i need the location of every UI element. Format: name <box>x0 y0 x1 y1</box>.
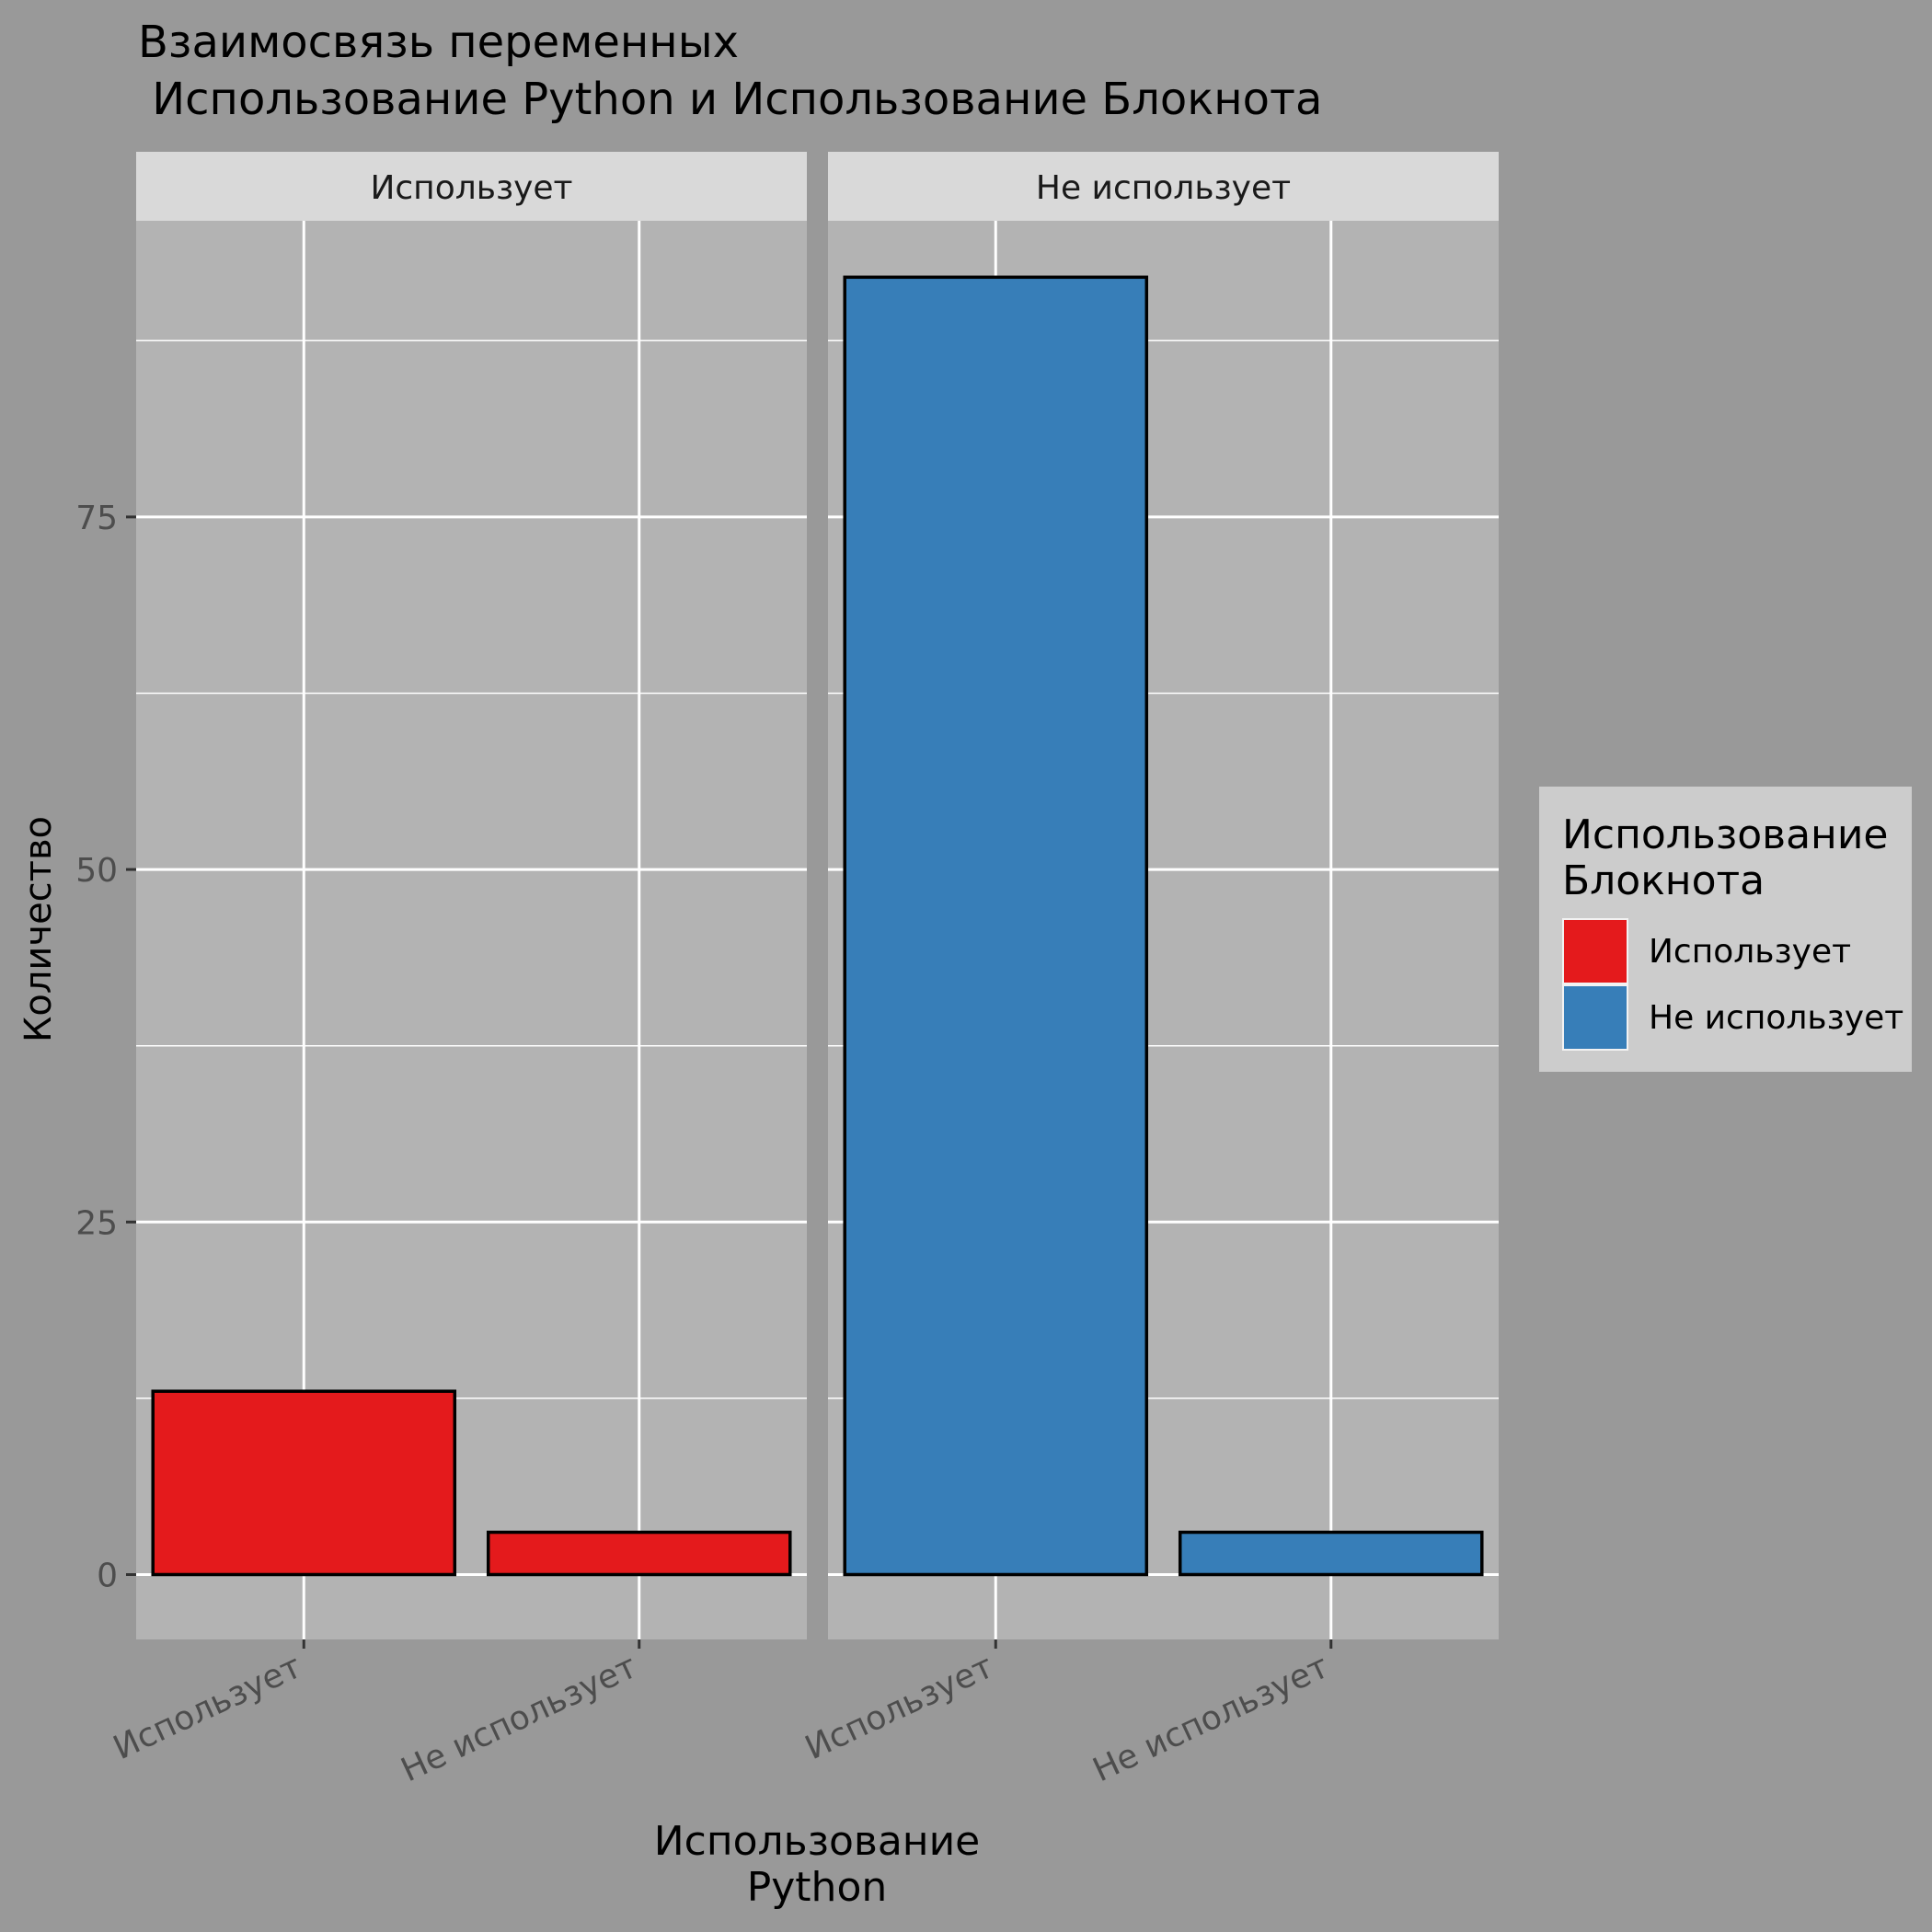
facet-strip-label: Использует <box>370 169 572 207</box>
legend-item-label: Не использует <box>1649 999 1903 1037</box>
bar <box>151 1389 457 1577</box>
legend-title-line1: Использование <box>1562 811 1889 858</box>
y-tick-label: 75 <box>75 500 118 537</box>
bar <box>1178 1530 1484 1577</box>
y-tick-label: 25 <box>75 1204 118 1242</box>
legend-swatch <box>1564 986 1627 1049</box>
legend-swatch <box>1564 920 1627 983</box>
facet-strip <box>828 152 1499 221</box>
legend: Использование Блокнота Использует Не испо… <box>1539 787 1912 1072</box>
y-axis-label: Количество <box>17 816 60 1042</box>
facet-strip-label: Не использует <box>1036 169 1291 207</box>
y-axis: 0 25 50 75 <box>75 500 136 1594</box>
legend-title-line2: Блокнота <box>1562 857 1765 904</box>
x-axis-label-line2: Python <box>747 1864 888 1911</box>
chart-title-line2: Использование Python и Использование Бло… <box>138 74 1322 125</box>
y-tick-label: 50 <box>75 852 118 890</box>
bar <box>843 275 1149 1577</box>
facet-strip <box>136 152 807 221</box>
y-tick-label: 0 <box>97 1557 118 1594</box>
legend-items: Использует Не использует <box>1562 918 1903 1051</box>
x-axis-label-line1: Использование <box>654 1818 981 1865</box>
chart-title-line1: Взаимосвязь переменных <box>138 17 739 68</box>
bar <box>486 1530 792 1577</box>
legend-item-label: Использует <box>1649 933 1851 971</box>
